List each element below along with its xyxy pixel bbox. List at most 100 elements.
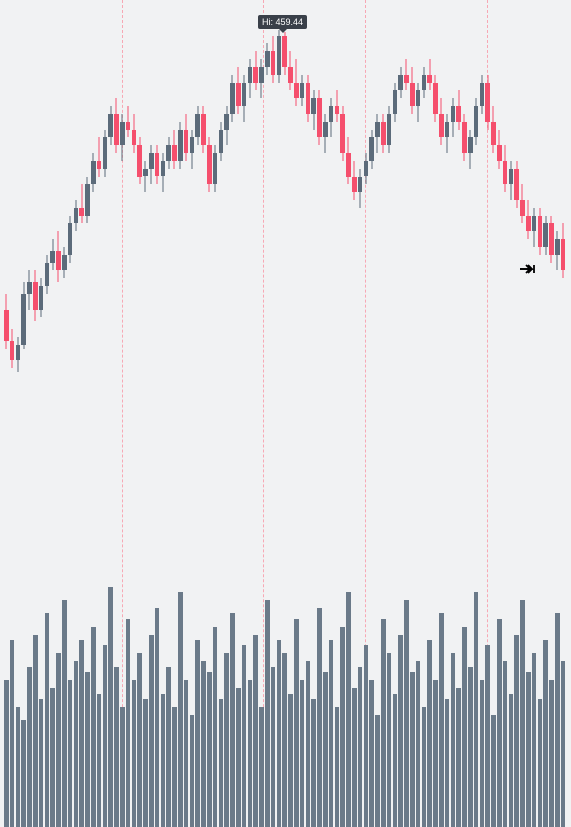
candle[interactable] xyxy=(497,130,502,169)
candle[interactable] xyxy=(236,67,241,114)
candle[interactable] xyxy=(393,83,398,122)
candle[interactable] xyxy=(155,145,160,184)
volume-bar[interactable] xyxy=(468,667,473,827)
volume-bar[interactable] xyxy=(364,645,369,827)
volume-bar[interactable] xyxy=(352,688,357,827)
candle[interactable] xyxy=(45,255,50,294)
volume-bar[interactable] xyxy=(543,640,548,827)
candle[interactable] xyxy=(422,67,427,98)
volume-bar[interactable] xyxy=(509,694,514,827)
candle[interactable] xyxy=(207,137,212,192)
volume-bar[interactable] xyxy=(79,640,84,827)
candle[interactable] xyxy=(213,145,218,192)
candle[interactable] xyxy=(451,98,456,137)
candle[interactable] xyxy=(143,161,148,192)
candlestick-chart[interactable]: Hi: 459.44 xyxy=(0,0,571,827)
volume-bar[interactable] xyxy=(143,699,148,827)
volume-bar[interactable] xyxy=(213,627,218,827)
candle[interactable] xyxy=(358,169,363,208)
volume-bar[interactable] xyxy=(381,619,386,827)
volume-bar[interactable] xyxy=(33,635,38,827)
volume-bar[interactable] xyxy=(10,640,15,827)
candle[interactable] xyxy=(398,67,403,98)
candle[interactable] xyxy=(456,90,461,129)
candle[interactable] xyxy=(172,130,177,169)
candle[interactable] xyxy=(526,200,531,239)
candle[interactable] xyxy=(126,106,131,137)
volume-bar[interactable] xyxy=(236,688,241,827)
volume-bar[interactable] xyxy=(398,635,403,827)
volume-bar[interactable] xyxy=(184,680,189,827)
volume-bar[interactable] xyxy=(126,619,131,827)
volume-bar[interactable] xyxy=(166,667,171,827)
volume-bar[interactable] xyxy=(190,715,195,827)
volume-bar[interactable] xyxy=(224,653,229,827)
candle[interactable] xyxy=(161,153,166,192)
volume-bar[interactable] xyxy=(230,613,235,827)
volume-bar[interactable] xyxy=(532,653,537,827)
volume-bar[interactable] xyxy=(445,699,450,827)
volume-bar[interactable] xyxy=(97,694,102,827)
candle[interactable] xyxy=(91,153,96,192)
candle[interactable] xyxy=(259,59,264,98)
candle[interactable] xyxy=(282,32,287,75)
candle[interactable] xyxy=(108,106,113,145)
candle[interactable] xyxy=(340,106,345,161)
volume-bar[interactable] xyxy=(462,627,467,827)
candle[interactable] xyxy=(253,51,258,90)
volume-bar[interactable] xyxy=(422,707,427,827)
volume-bar[interactable] xyxy=(491,715,496,827)
candle[interactable] xyxy=(462,114,467,161)
candle[interactable] xyxy=(190,130,195,169)
volume-bar[interactable] xyxy=(219,699,224,827)
volume-bar[interactable] xyxy=(456,688,461,827)
volume-bar[interactable] xyxy=(335,707,340,827)
volume-bar[interactable] xyxy=(480,680,485,827)
candle[interactable] xyxy=(480,75,485,114)
candle[interactable] xyxy=(97,137,102,176)
candle[interactable] xyxy=(509,161,514,200)
volume-bar[interactable] xyxy=(561,661,566,827)
candle[interactable] xyxy=(21,282,26,349)
volume-bar[interactable] xyxy=(497,619,502,827)
volume-bar[interactable] xyxy=(39,699,44,827)
candle[interactable] xyxy=(39,278,44,317)
volume-bar[interactable] xyxy=(520,600,525,827)
candle[interactable] xyxy=(56,231,61,282)
candle[interactable] xyxy=(561,223,566,278)
volume-bar[interactable] xyxy=(306,661,311,827)
candle[interactable] xyxy=(387,106,392,153)
volume-bar[interactable] xyxy=(120,707,125,827)
candle[interactable] xyxy=(248,59,253,98)
volume-bar[interactable] xyxy=(207,672,212,827)
candle[interactable] xyxy=(33,270,38,321)
candle[interactable] xyxy=(433,75,438,122)
volume-bar[interactable] xyxy=(282,653,287,827)
candle[interactable] xyxy=(503,145,508,192)
candle[interactable] xyxy=(474,98,479,145)
candle[interactable] xyxy=(242,75,247,122)
volume-bar[interactable] xyxy=(416,661,421,827)
candle[interactable] xyxy=(549,216,554,263)
candle[interactable] xyxy=(178,122,183,169)
candle[interactable] xyxy=(520,184,525,223)
candle[interactable] xyxy=(265,43,270,74)
candle[interactable] xyxy=(445,114,450,153)
volume-bar[interactable] xyxy=(404,600,409,827)
volume-bar[interactable] xyxy=(132,680,137,827)
volume-bar[interactable] xyxy=(311,699,316,827)
candle[interactable] xyxy=(85,177,90,224)
candle[interactable] xyxy=(219,122,224,161)
volume-bar[interactable] xyxy=(27,667,32,827)
candle[interactable] xyxy=(555,231,560,270)
volume-bar[interactable] xyxy=(103,645,108,827)
volume-bar[interactable] xyxy=(68,680,73,827)
volume-bar[interactable] xyxy=(91,627,96,827)
candle[interactable] xyxy=(230,75,235,122)
volume-bar[interactable] xyxy=(503,661,508,827)
volume-bar[interactable] xyxy=(549,680,554,827)
volume-bar[interactable] xyxy=(85,672,90,827)
candle[interactable] xyxy=(514,161,519,208)
candle[interactable] xyxy=(311,90,316,129)
candle[interactable] xyxy=(329,98,334,137)
